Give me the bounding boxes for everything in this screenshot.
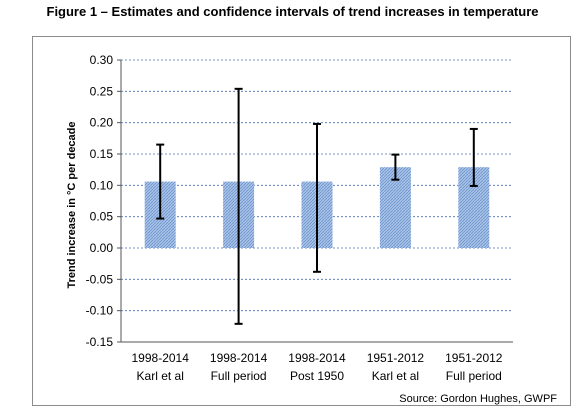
chart-frame xyxy=(32,36,571,406)
x-tick-label: 1998-2014 xyxy=(132,351,190,365)
y-axis-label: Trend increase in °C per decade xyxy=(66,121,78,288)
error-bars xyxy=(156,87,478,325)
x-tick-label: 1998-2014 xyxy=(210,351,268,365)
source-note: Source: Gordon Hughes, GWPF xyxy=(399,393,557,405)
x-tick-label: Karl et al xyxy=(372,369,419,383)
y-tick-label: 0.10 xyxy=(90,178,114,192)
x-tick-label: 1998-2014 xyxy=(288,351,346,365)
x-tick-label: 1951-2012 xyxy=(445,351,503,365)
x-tick-labels: 1998-2014 Karl et al 1998-2014 Full period 1… xyxy=(132,351,503,383)
y-tick-label: 0.00 xyxy=(90,241,114,255)
x-tick-label: Karl et al xyxy=(137,369,184,383)
y-tick-label: 0.15 xyxy=(90,147,114,161)
y-tick-labels: 0.30 0.25 0.20 0.15 0.10 0.05 0.00 -0.05 -0.10 -0… xyxy=(86,53,114,349)
y-tick-label: 0.25 xyxy=(90,84,114,98)
y-tick-label: -0.05 xyxy=(86,272,114,286)
y-axis xyxy=(117,59,122,343)
y-tick-label: 0.20 xyxy=(90,116,114,130)
figure-title: Figure 1 – Estimates and confidence inte… xyxy=(46,4,539,19)
x-tick-label: Full period xyxy=(211,369,267,383)
x-tick-label: Post 1950 xyxy=(290,369,344,383)
y-tick-label: -0.10 xyxy=(86,304,114,318)
y-tick-label: 0.30 xyxy=(90,53,114,67)
x-tick-label: Full period xyxy=(446,369,502,383)
x-tick-label: 1951-2012 xyxy=(367,351,425,365)
y-tick-label: 0.05 xyxy=(90,210,114,224)
y-tick-label: -0.15 xyxy=(86,335,114,349)
